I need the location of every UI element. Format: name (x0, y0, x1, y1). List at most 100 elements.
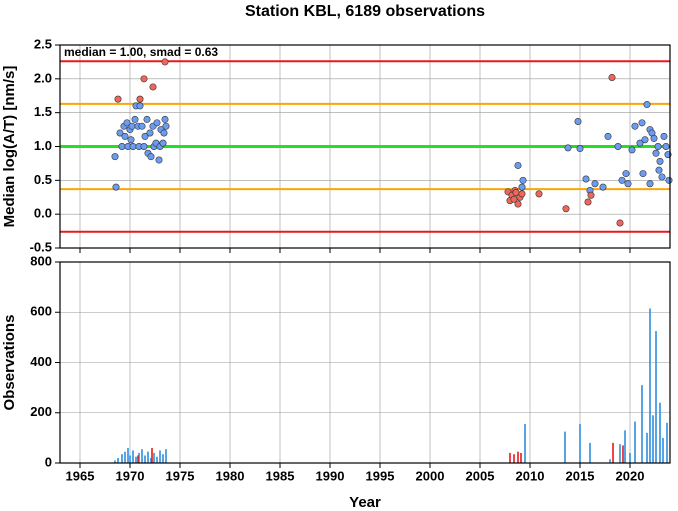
point (112, 183, 120, 191)
y-tick-label: 1.0 (34, 138, 52, 153)
point (638, 119, 646, 127)
bar (114, 460, 116, 463)
x-tick-label: 1990 (316, 468, 345, 483)
bar (129, 455, 131, 463)
bar (612, 442, 614, 463)
bar (159, 450, 161, 463)
bar (609, 459, 611, 463)
bar (564, 431, 566, 463)
x-axis-label: Year (349, 494, 381, 511)
point (153, 119, 161, 127)
point (646, 180, 654, 188)
point (584, 198, 592, 206)
point (604, 132, 612, 140)
bar (649, 308, 651, 463)
bar (150, 457, 152, 463)
bar (124, 451, 126, 463)
point (665, 176, 673, 184)
bar (132, 450, 134, 463)
bar (624, 430, 626, 463)
point (129, 143, 137, 151)
point (655, 166, 663, 174)
point (641, 136, 649, 144)
point (662, 143, 670, 151)
y-tick-label: 600 (30, 304, 52, 319)
point (118, 143, 126, 151)
y-axis-label: Median log(A/T) [nm/s] (1, 66, 18, 228)
point (658, 173, 666, 181)
point (652, 149, 660, 157)
point (591, 180, 599, 188)
x-tick-label: 2005 (466, 468, 495, 483)
point (650, 134, 658, 142)
bar (619, 444, 621, 463)
y-tick-label: 0 (45, 454, 52, 469)
point (582, 175, 590, 183)
y-tick-label: 2.5 (34, 36, 52, 51)
point (160, 129, 168, 137)
point (143, 115, 151, 123)
bar (629, 452, 631, 463)
point (643, 101, 651, 109)
bar (137, 455, 139, 463)
y-axis-label: Observations (1, 315, 18, 411)
point (149, 83, 157, 91)
x-tick-label: 1985 (266, 468, 295, 483)
point (138, 122, 146, 130)
bar (121, 454, 123, 463)
point (114, 95, 122, 103)
point (127, 136, 135, 144)
point (628, 146, 636, 154)
bar (138, 452, 140, 463)
point (111, 153, 119, 161)
point (535, 190, 543, 198)
point (587, 191, 595, 199)
point (161, 58, 169, 66)
point (123, 119, 131, 127)
point (136, 95, 144, 103)
plot-frame (59, 261, 671, 464)
bar (141, 449, 143, 463)
bar (153, 452, 155, 463)
point (622, 170, 630, 178)
x-tick-label: 1965 (66, 468, 95, 483)
point (514, 161, 522, 169)
point (518, 183, 526, 191)
point (616, 219, 624, 227)
bar (589, 442, 591, 463)
plot-frame (59, 44, 671, 249)
point (599, 183, 607, 191)
bar (147, 451, 149, 463)
point (639, 170, 647, 178)
point (147, 153, 155, 161)
x-tick-label: 1975 (166, 468, 195, 483)
point (146, 129, 154, 137)
y-tick-label: 800 (30, 253, 52, 268)
bar (517, 451, 519, 463)
x-tick-label: 2020 (616, 468, 645, 483)
point (121, 132, 129, 140)
point (608, 73, 616, 81)
bar (579, 424, 581, 463)
point (624, 180, 632, 188)
x-tick-label: 2015 (566, 468, 595, 483)
point (564, 144, 572, 152)
point (636, 139, 644, 147)
bar (662, 437, 664, 463)
point (141, 132, 149, 140)
point (161, 115, 169, 123)
bar (652, 415, 654, 463)
point (128, 122, 136, 130)
bar (655, 331, 657, 463)
bar (127, 447, 129, 463)
x-tick-label: 1970 (116, 468, 145, 483)
point (116, 129, 124, 137)
point (131, 115, 139, 123)
point (631, 122, 639, 130)
bar (634, 421, 636, 463)
point (614, 143, 622, 151)
bar (509, 452, 511, 463)
bar (135, 456, 137, 463)
x-tick-label: 2010 (516, 468, 545, 483)
